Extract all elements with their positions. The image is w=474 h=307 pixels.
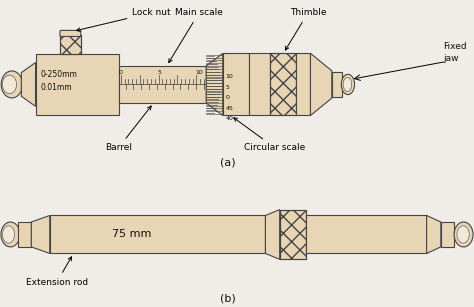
Bar xyxy=(118,66,206,103)
Bar xyxy=(50,216,265,254)
Polygon shape xyxy=(206,53,223,115)
Text: 10: 10 xyxy=(226,75,233,80)
Text: Main scale: Main scale xyxy=(169,8,223,63)
Bar xyxy=(270,53,296,115)
Ellipse shape xyxy=(343,77,352,91)
Polygon shape xyxy=(427,216,441,254)
Bar xyxy=(280,210,306,259)
Bar xyxy=(332,72,342,97)
Text: (a): (a) xyxy=(220,157,235,168)
Text: Barrel: Barrel xyxy=(105,106,151,152)
Text: 0: 0 xyxy=(119,70,123,75)
FancyBboxPatch shape xyxy=(60,30,81,37)
Bar xyxy=(270,53,296,115)
Text: jaw: jaw xyxy=(443,54,459,63)
Text: 45: 45 xyxy=(226,106,234,111)
Bar xyxy=(249,53,270,115)
Bar xyxy=(223,53,249,115)
Text: 10: 10 xyxy=(195,70,203,75)
Bar xyxy=(60,35,81,54)
Text: Circular scale: Circular scale xyxy=(234,118,306,152)
Polygon shape xyxy=(31,216,50,254)
Ellipse shape xyxy=(457,226,469,243)
Bar xyxy=(441,222,454,247)
Polygon shape xyxy=(310,53,332,115)
Text: 5: 5 xyxy=(158,70,162,75)
Bar xyxy=(306,216,427,254)
Ellipse shape xyxy=(2,75,17,94)
Bar xyxy=(18,222,31,247)
Text: (b): (b) xyxy=(219,294,236,304)
Ellipse shape xyxy=(2,226,15,243)
Text: 0-250mm: 0-250mm xyxy=(40,70,77,79)
Bar xyxy=(280,210,306,259)
Polygon shape xyxy=(21,62,36,106)
Text: 75 mm: 75 mm xyxy=(112,229,151,239)
Text: Extension rod: Extension rod xyxy=(26,257,88,286)
Ellipse shape xyxy=(341,74,355,95)
Polygon shape xyxy=(265,210,280,259)
Text: Fixed: Fixed xyxy=(443,42,467,51)
Text: Thimble: Thimble xyxy=(285,8,327,50)
Text: 5: 5 xyxy=(226,85,229,90)
Text: 0: 0 xyxy=(226,95,229,100)
Text: 0.01mm: 0.01mm xyxy=(40,83,72,92)
Text: 40: 40 xyxy=(226,116,234,121)
Bar xyxy=(36,54,118,115)
Text: Lock nut: Lock nut xyxy=(76,8,171,31)
Bar xyxy=(296,53,310,115)
Ellipse shape xyxy=(1,71,23,98)
Bar xyxy=(60,35,81,54)
Ellipse shape xyxy=(454,222,473,247)
Ellipse shape xyxy=(1,222,20,247)
